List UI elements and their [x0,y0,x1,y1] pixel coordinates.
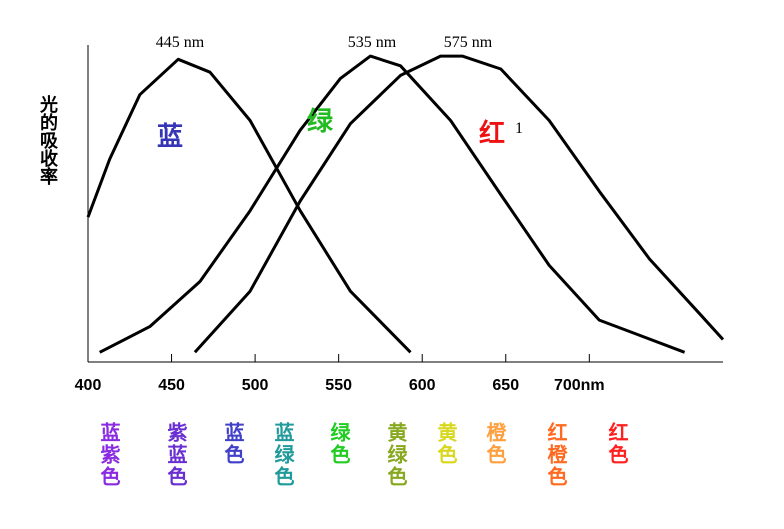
curve [99,54,686,354]
color-name: 红色 [605,422,629,466]
x-tick-label: 550 [325,377,352,394]
color-name: 紫蓝色 [164,422,188,488]
color-name: 黄绿色 [384,422,408,488]
color-name: 蓝色 [221,422,245,466]
annotation: 445 nm [156,34,205,51]
x-tick-label: 700nm [554,377,605,394]
curve-label: 蓝 [157,122,183,152]
curve [193,54,725,354]
color-name: 红橙色 [544,422,568,488]
color-name: 绿色 [327,422,351,466]
curve [86,57,412,354]
x-tick-label: 450 [158,377,185,394]
x-tick-label: 400 [75,377,102,394]
x-tick-label: 600 [409,377,436,394]
color-name: 蓝紫色 [97,422,121,488]
annotation: 1 [515,120,523,137]
curve-label: 绿 [307,107,334,137]
x-tick-label: 500 [242,377,269,394]
x-tick-label: 650 [492,377,519,394]
annotation: 575 nm [444,34,493,51]
color-name: 黄色 [434,422,458,466]
curve-label: 红 [479,118,505,149]
color-name: 橙色 [483,422,507,466]
color-name: 蓝绿色 [271,422,295,488]
y-axis-label: 光的吸收率 [37,95,58,185]
annotation: 535 nm [348,34,397,51]
